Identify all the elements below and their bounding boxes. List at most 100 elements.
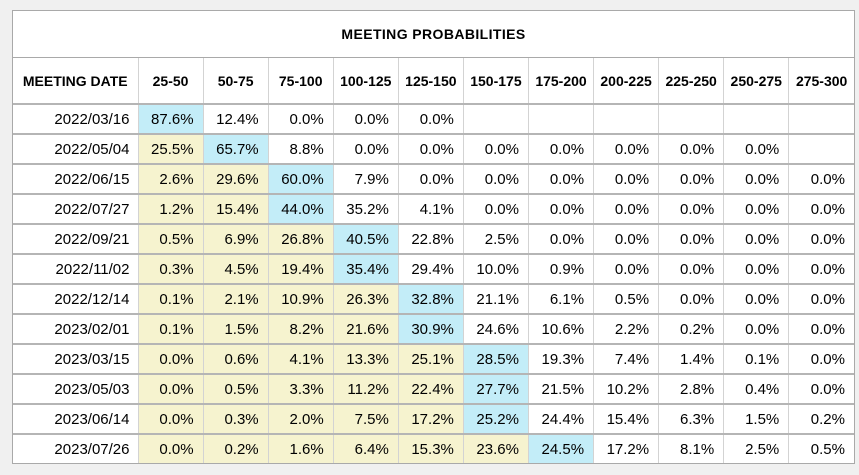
prob-cell-empty (788, 133, 854, 164)
meeting-date-cell: 2023/05/03 (13, 373, 138, 404)
column-header-rate-range: 50-75 (202, 58, 269, 105)
prob-cell: 0.0% (658, 253, 724, 284)
prob-cell: 0.0% (527, 133, 594, 164)
prob-cell: 0.0% (658, 133, 724, 164)
prob-cell: 0.0% (397, 104, 464, 134)
meeting-date-cell: 2023/06/14 (13, 403, 138, 434)
prob-cell: 2.5% (723, 433, 789, 463)
table-row: 2022/05/04 25.5% 65.7% 8.8% 0.0% 0.0% 0.0% 0.0%… (13, 133, 854, 164)
prob-cell: 8.2% (267, 313, 334, 344)
table-body: 2022/03/16 87.6% 12.4% 0.0% 0.0% 0.0% 2022/05/… (13, 104, 854, 463)
prob-cell: 0.0% (788, 313, 854, 344)
prob-cell: 3.3% (267, 373, 334, 404)
prob-cell: 1.2% (137, 193, 204, 224)
prob-cell: 0.1% (137, 313, 204, 344)
prob-cell: 0.5% (788, 433, 854, 463)
prob-cell: 0.2% (788, 403, 854, 434)
prob-cell: 0.0% (723, 283, 789, 314)
prob-cell: 6.3% (658, 403, 724, 434)
prob-cell: 0.0% (788, 193, 854, 224)
prob-cell: 15.4% (593, 403, 659, 434)
prob-cell: 2.8% (658, 373, 724, 404)
prob-cell: 44.0% (267, 193, 334, 224)
prob-cell: 0.0% (788, 343, 854, 374)
prob-cell: 0.0% (462, 193, 529, 224)
meeting-date-cell: 2022/03/16 (54, 110, 130, 128)
prob-cell: 0.4% (723, 373, 789, 404)
prob-cell: 0.0% (788, 223, 854, 254)
prob-cell: 7.4% (593, 343, 659, 374)
prob-cell: 35.4% (332, 253, 399, 284)
prob-cell: 30.9% (397, 313, 464, 344)
meeting-date-cell: 2023/07/26 (13, 433, 138, 463)
prob-cell: 1.5% (202, 313, 269, 344)
prob-cell-empty (788, 104, 854, 134)
prob-cell: 10.0% (462, 253, 529, 284)
prob-cell: 6.9% (202, 223, 269, 254)
meeting-date-cell: 2022/05/04 (13, 133, 138, 164)
column-header-rate-range: 225-250 (658, 58, 724, 105)
prob-cell: 21.5% (527, 373, 594, 404)
prob-cell: 0.0% (593, 163, 659, 194)
prob-cell: 0.0% (723, 223, 789, 254)
prob-cell: 8.1% (658, 433, 724, 463)
column-header-rate-range: 75-100 (267, 58, 334, 105)
prob-cell: 0.0% (593, 133, 659, 164)
table-header: MEETING DATE 25-50 50-75 75-100 100-125 125-1… (13, 58, 854, 105)
prob-cell: 0.0% (137, 403, 204, 434)
table-row: 2023/05/03 0.0% 0.5% 3.3% 11.2% 22.4% 27.7% 21.… (13, 373, 854, 404)
meeting-date-cell: 2022/06/15 (13, 163, 138, 194)
prob-cell: 0.0% (593, 253, 659, 284)
prob-cell: 22.8% (397, 223, 464, 254)
prob-cell: 0.0% (658, 193, 724, 224)
prob-cell: 19.4% (267, 253, 334, 284)
prob-cell: 0.0% (462, 163, 529, 194)
prob-cell: 0.2% (202, 433, 269, 463)
prob-cell: 22.4% (397, 373, 464, 404)
prob-cell: 11.2% (332, 373, 399, 404)
prob-cell: 23.6% (462, 433, 529, 463)
prob-cell: 7.5% (332, 403, 399, 434)
meeting-probabilities-panel: MEETING PROBABILITIES MEETING DATE 25-50 5… (12, 10, 855, 464)
prob-cell: 29.4% (397, 253, 464, 284)
prob-cell: 7.9% (332, 163, 399, 194)
prob-cell: 28.5% (462, 343, 529, 374)
prob-cell: 4.1% (397, 193, 464, 224)
prob-cell: 6.4% (332, 433, 399, 463)
column-header-rate-range: 275-300 (788, 58, 854, 105)
prob-cell: 12.4% (202, 104, 269, 134)
prob-cell: 1.6% (267, 433, 334, 463)
prob-cell: 15.4% (202, 193, 269, 224)
prob-cell: 0.0% (137, 343, 204, 374)
table-row: 2023/06/14 0.0% 0.3% 2.0% 7.5% 17.2% 25.2% 24.4… (13, 403, 854, 434)
table-row: 2022/12/14 0.1% 2.1% 10.9% 26.3% 32.8% 21.1% 6.… (13, 283, 854, 314)
prob-cell: 0.0% (137, 433, 204, 463)
prob-cell: 21.1% (462, 283, 529, 314)
prob-cell: 4.5% (202, 253, 269, 284)
probabilities-table: MEETING DATE 25-50 50-75 75-100 100-125 125-1… (13, 58, 854, 463)
column-header-rate-range: 25-50 (137, 58, 204, 105)
prob-cell: 0.5% (593, 283, 659, 314)
table-row: 2022/07/27 1.2% 15.4% 44.0% 35.2% 4.1% 0.0% 0.0… (13, 193, 854, 224)
prob-cell: 25.5% (137, 133, 204, 164)
prob-cell-empty (658, 104, 724, 134)
prob-cell: 0.0% (397, 133, 464, 164)
prob-cell: 0.0% (723, 253, 789, 284)
prob-cell: 1.5% (723, 403, 789, 434)
prob-cell: 0.0% (527, 163, 594, 194)
prob-cell: 2.1% (202, 283, 269, 314)
prob-cell: 0.0% (723, 193, 789, 224)
prob-cell: 0.0% (658, 163, 724, 194)
prob-cell: 10.9% (267, 283, 334, 314)
prob-cell: 40.5% (332, 223, 399, 254)
meeting-date-cell: 2022/11/02 (13, 253, 138, 284)
prob-cell: 0.0% (658, 283, 724, 314)
table-row: 2022/03/16 87.6% 12.4% 0.0% 0.0% 0.0% (13, 104, 854, 134)
table-row: 2022/06/15 2.6% 29.6% 60.0% 7.9% 0.0% 0.0% 0.0%… (13, 163, 854, 194)
prob-cell: 6.1% (527, 283, 594, 314)
prob-cell: 0.9% (527, 253, 594, 284)
prob-cell: 0.3% (137, 253, 204, 284)
prob-cell: 21.6% (332, 313, 399, 344)
prob-cell: 1.4% (658, 343, 724, 374)
prob-cell: 0.3% (202, 403, 269, 434)
